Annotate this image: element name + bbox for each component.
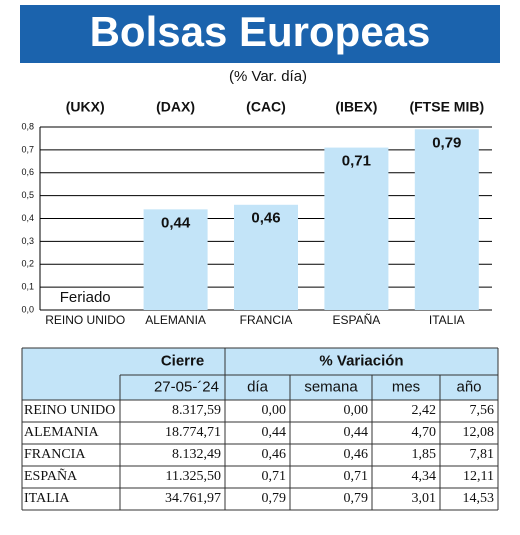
table-cell: 7,81 (470, 447, 495, 462)
table-cell: 8.317,59 (172, 403, 221, 418)
table-header: año (456, 378, 481, 395)
table-cell: 0,44 (262, 425, 287, 440)
bar (143, 209, 208, 310)
table-cell: 7,56 (470, 403, 495, 418)
table-cell: FRANCIA (24, 447, 86, 462)
value-label: 0,46 (251, 210, 280, 227)
table-group-header: % Variación (319, 352, 403, 369)
table-header: mes (392, 378, 420, 395)
table-cell: 0,79 (344, 491, 369, 506)
table-cell: ALEMANIA (24, 425, 100, 440)
table-cell: 34.761,97 (165, 491, 221, 506)
y-tick-label: 0,3 (21, 236, 34, 246)
bar (414, 129, 479, 310)
bar (324, 147, 389, 310)
table-cell: 0,46 (262, 447, 287, 462)
table-cell: 12,08 (463, 425, 495, 440)
table-cell: 11.325,50 (166, 469, 221, 484)
chart-title: Bolsas Europeas (90, 8, 431, 55)
y-tick-label: 0,7 (21, 144, 34, 154)
table-cell: ITALIA (24, 491, 70, 506)
x-tick-label: ITALIA (429, 313, 465, 327)
table-cell: 8.132,49 (172, 447, 221, 462)
x-tick-label: ESPAÑA (333, 313, 381, 327)
y-tick-label: 0,2 (21, 259, 34, 269)
title-banner (20, 5, 500, 63)
x-tick-label: REINO UNIDO (45, 313, 125, 327)
y-tick-label: 0,1 (21, 282, 34, 292)
ticker-label: (FTSE MIB) (409, 99, 484, 115)
ticker-label: (CAC) (246, 99, 286, 115)
table-cell: 4,34 (412, 469, 437, 484)
value-label: 0,44 (161, 214, 191, 231)
table-header: día (247, 378, 269, 395)
table-cell: 0,00 (262, 403, 287, 418)
table-cell: 0,71 (344, 469, 369, 484)
table-group-header: Cierre (161, 352, 204, 369)
table-cell: 4,70 (412, 425, 437, 440)
table-cell: REINO UNIDO (24, 403, 115, 418)
y-tick-label: 0,8 (21, 121, 34, 131)
x-tick-label: FRANCIA (240, 313, 293, 327)
table-cell: 0,79 (262, 491, 287, 506)
value-label: 0,79 (432, 134, 461, 151)
y-tick-label: 0,6 (21, 167, 34, 177)
annotation: Feriado (60, 289, 111, 306)
y-tick-label: 0,5 (21, 190, 34, 200)
bar (234, 204, 298, 310)
table-header: semana (304, 378, 358, 395)
table-cell: 1,85 (412, 447, 437, 462)
table-cell: 12,11 (463, 469, 494, 484)
table-cell: 3,01 (412, 491, 437, 506)
table-cell: 2,42 (412, 403, 437, 418)
table-cell: ESPAÑA (24, 468, 78, 484)
table-cell: 0,00 (344, 403, 369, 418)
table-cell: 0,46 (344, 447, 369, 462)
table-header: 27-05-´24 (154, 378, 219, 395)
ticker-label: (DAX) (156, 99, 195, 115)
table-cell: 0,71 (262, 469, 287, 484)
table-header-bg (22, 348, 498, 400)
chart-subtitle: (% Var. día) (229, 68, 307, 85)
table-cell: 14,53 (463, 491, 495, 506)
value-label: 0,71 (342, 153, 371, 170)
ticker-label: (UKX) (66, 99, 105, 115)
ticker-label: (IBEX) (335, 99, 377, 115)
table-cell: 18.774,71 (165, 425, 221, 440)
y-tick-label: 0,4 (21, 213, 34, 223)
x-tick-label: ALEMANIA (145, 313, 206, 327)
table-cell: 0,44 (344, 425, 369, 440)
y-tick-label: 0,0 (21, 304, 34, 314)
